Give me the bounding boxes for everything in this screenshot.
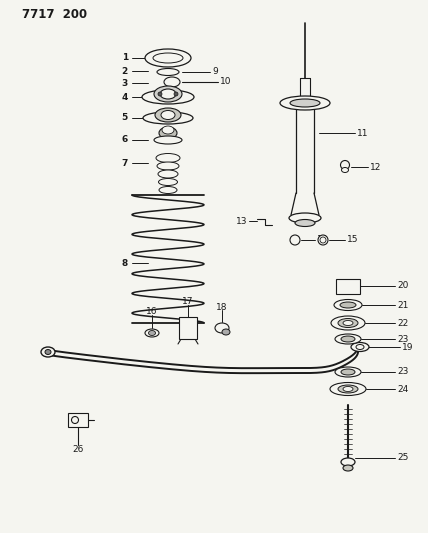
Ellipse shape xyxy=(334,300,362,311)
Ellipse shape xyxy=(142,90,194,104)
Text: 8: 8 xyxy=(122,259,128,268)
Ellipse shape xyxy=(158,170,178,178)
Ellipse shape xyxy=(174,92,178,96)
Text: 25: 25 xyxy=(397,454,408,463)
Ellipse shape xyxy=(342,167,348,173)
Ellipse shape xyxy=(335,334,361,344)
Ellipse shape xyxy=(338,385,358,393)
Ellipse shape xyxy=(145,49,191,67)
Text: 22: 22 xyxy=(397,319,408,327)
Ellipse shape xyxy=(157,69,179,76)
Ellipse shape xyxy=(159,127,177,139)
Text: 11: 11 xyxy=(357,128,369,138)
Ellipse shape xyxy=(295,220,315,227)
Ellipse shape xyxy=(45,350,51,354)
Text: 13: 13 xyxy=(235,216,247,225)
Text: 12: 12 xyxy=(370,163,381,172)
Ellipse shape xyxy=(341,458,355,466)
Text: 7: 7 xyxy=(122,158,128,167)
Ellipse shape xyxy=(155,108,181,122)
Ellipse shape xyxy=(159,187,177,193)
Ellipse shape xyxy=(290,235,300,245)
Text: 10: 10 xyxy=(220,77,232,86)
Text: 5: 5 xyxy=(122,114,128,123)
Text: 1: 1 xyxy=(122,53,128,62)
Text: 7717  200: 7717 200 xyxy=(22,9,87,21)
Ellipse shape xyxy=(154,86,182,102)
Ellipse shape xyxy=(158,92,162,96)
Ellipse shape xyxy=(222,329,230,335)
Text: 20: 20 xyxy=(397,281,408,290)
Text: 18: 18 xyxy=(216,303,228,311)
Text: 23: 23 xyxy=(397,367,408,376)
Ellipse shape xyxy=(157,162,179,170)
Ellipse shape xyxy=(215,323,229,333)
Ellipse shape xyxy=(343,320,353,326)
Ellipse shape xyxy=(41,347,55,357)
Ellipse shape xyxy=(343,386,353,392)
Text: 26: 26 xyxy=(72,445,84,454)
Text: 2: 2 xyxy=(122,67,128,76)
FancyBboxPatch shape xyxy=(179,317,197,339)
Ellipse shape xyxy=(149,330,155,335)
Ellipse shape xyxy=(143,112,193,124)
FancyBboxPatch shape xyxy=(336,279,360,294)
Ellipse shape xyxy=(162,126,174,134)
Ellipse shape xyxy=(280,96,330,110)
Ellipse shape xyxy=(340,302,356,308)
Ellipse shape xyxy=(320,237,326,243)
Ellipse shape xyxy=(341,369,355,375)
Text: 15: 15 xyxy=(347,236,359,245)
Text: 23: 23 xyxy=(397,335,408,343)
Ellipse shape xyxy=(160,89,176,99)
Ellipse shape xyxy=(164,77,180,87)
Text: 14: 14 xyxy=(317,236,328,245)
Text: 21: 21 xyxy=(397,301,408,310)
Text: 9: 9 xyxy=(212,68,218,77)
Ellipse shape xyxy=(341,336,355,342)
Text: 19: 19 xyxy=(402,343,413,351)
Ellipse shape xyxy=(351,343,369,351)
Ellipse shape xyxy=(154,136,182,144)
Ellipse shape xyxy=(330,383,366,395)
Text: 16: 16 xyxy=(146,308,158,317)
Ellipse shape xyxy=(153,53,183,63)
Text: 17: 17 xyxy=(182,297,194,306)
Ellipse shape xyxy=(158,179,178,185)
Text: 3: 3 xyxy=(122,78,128,87)
Text: 24: 24 xyxy=(397,384,408,393)
Ellipse shape xyxy=(289,213,321,223)
Ellipse shape xyxy=(156,154,180,163)
Ellipse shape xyxy=(356,344,364,350)
Ellipse shape xyxy=(145,329,159,337)
Ellipse shape xyxy=(338,319,358,327)
Ellipse shape xyxy=(71,416,78,424)
Ellipse shape xyxy=(343,465,353,471)
Text: 4: 4 xyxy=(122,93,128,101)
Ellipse shape xyxy=(318,235,328,245)
Text: 6: 6 xyxy=(122,135,128,144)
Ellipse shape xyxy=(335,367,361,377)
Ellipse shape xyxy=(161,110,175,119)
Ellipse shape xyxy=(341,160,350,169)
Ellipse shape xyxy=(290,99,320,107)
FancyBboxPatch shape xyxy=(68,413,88,427)
Ellipse shape xyxy=(331,316,365,330)
